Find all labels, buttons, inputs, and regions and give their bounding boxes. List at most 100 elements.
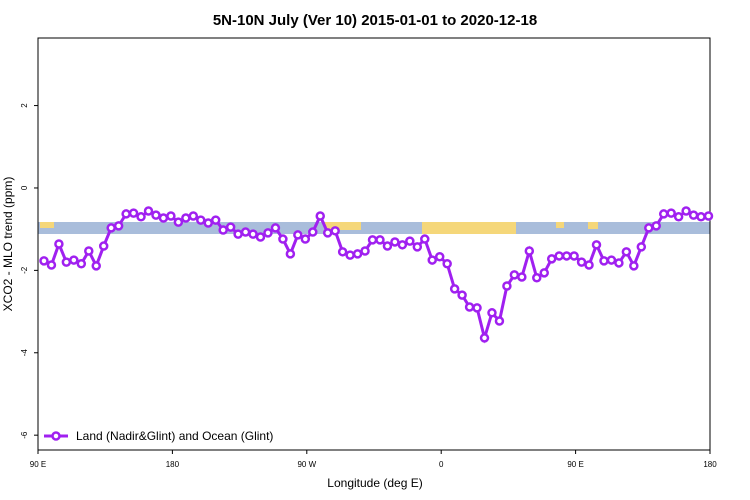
legend-label: Land (Nadir&Glint) and Ocean (Glint) — [76, 429, 273, 443]
data-point — [561, 251, 572, 261]
land-patch — [40, 222, 54, 228]
data-point — [651, 221, 661, 231]
data-point — [569, 251, 579, 261]
chart-title: 5N-10N July (Ver 10) 2015-01-01 to 2020-… — [213, 12, 537, 29]
data-point — [621, 247, 632, 257]
land-ocean-strip — [38, 222, 710, 234]
data-point — [472, 303, 482, 313]
data-point — [225, 222, 236, 232]
data-point — [91, 261, 101, 271]
data-point — [464, 302, 475, 312]
data-point — [412, 242, 423, 252]
data-point — [442, 259, 452, 269]
data-point — [113, 221, 124, 231]
data-point — [449, 284, 460, 294]
data-point — [576, 257, 587, 267]
data-point — [681, 206, 691, 216]
data-point — [136, 212, 146, 222]
data-point — [517, 272, 527, 282]
data-point — [315, 211, 325, 221]
data-point — [666, 208, 676, 218]
x-tick-label: 180 — [166, 460, 180, 469]
land-patch — [422, 222, 516, 234]
data-point — [502, 281, 512, 291]
data-point — [98, 241, 109, 251]
data-point — [285, 249, 296, 259]
data-point — [405, 236, 415, 246]
y-tick-label: -4 — [20, 349, 29, 357]
data-point — [210, 215, 221, 225]
data-point — [196, 215, 206, 225]
data-point — [434, 252, 445, 262]
data-point — [61, 257, 72, 267]
data-point — [293, 230, 303, 240]
data-point — [599, 256, 609, 266]
ocean-band — [38, 222, 710, 234]
data-point — [255, 232, 266, 242]
data-point — [76, 259, 87, 269]
data-point — [509, 270, 520, 280]
data-point — [143, 206, 154, 216]
data-point — [554, 251, 564, 261]
data-point — [360, 246, 370, 256]
data-point — [629, 261, 639, 271]
y-axis-label: XCO2 - MLO trend (ppm) — [1, 177, 15, 312]
x-tick-label: 90 E — [30, 460, 46, 469]
legend-marker — [51, 431, 61, 441]
data-point — [233, 229, 243, 239]
data-point — [69, 255, 79, 265]
data-point — [54, 239, 64, 249]
data-point — [181, 213, 191, 223]
data-point — [106, 223, 116, 233]
data-point — [606, 255, 617, 265]
data-point — [457, 290, 467, 300]
data-point — [46, 260, 57, 270]
data-point — [345, 250, 355, 260]
data-point — [367, 235, 378, 245]
x-tick-label: 0 — [439, 460, 444, 469]
x-axis-label: Longitude (deg E) — [327, 476, 422, 490]
data-point — [166, 211, 176, 221]
data-point — [248, 229, 258, 239]
data-point — [337, 247, 348, 257]
data-point — [121, 209, 131, 219]
x-tick-label: 90 W — [297, 460, 316, 469]
data-point — [151, 210, 161, 220]
data-point — [532, 273, 542, 283]
data-point — [39, 256, 49, 266]
plot-frame — [37, 37, 711, 451]
data-point — [420, 234, 430, 244]
data-point — [427, 255, 437, 265]
data-point — [322, 228, 333, 238]
data-point — [173, 217, 184, 227]
data-point — [703, 211, 714, 221]
data-point — [539, 268, 549, 278]
data-point — [270, 223, 281, 233]
y-tick-label: 2 — [20, 103, 29, 108]
data-point — [494, 316, 505, 326]
data-point — [382, 241, 393, 251]
y-tick-label: -2 — [20, 266, 29, 274]
data-point — [524, 246, 535, 256]
data-point — [591, 240, 602, 250]
data-point — [203, 218, 213, 228]
data-point — [278, 234, 288, 244]
x-tick-label: 90 E — [567, 460, 583, 469]
data-point — [240, 227, 251, 237]
data-point — [673, 212, 684, 222]
data-point — [300, 234, 311, 244]
data-point — [375, 235, 385, 245]
data-point — [128, 208, 139, 218]
data-point — [546, 254, 557, 264]
data-point — [263, 228, 273, 238]
data-point — [584, 260, 594, 270]
data-point — [352, 249, 363, 259]
land-patch — [556, 222, 564, 228]
data-point — [84, 246, 94, 256]
data-point — [158, 213, 169, 223]
data-point — [218, 225, 228, 235]
data-point — [330, 226, 340, 236]
data-point — [636, 242, 647, 252]
